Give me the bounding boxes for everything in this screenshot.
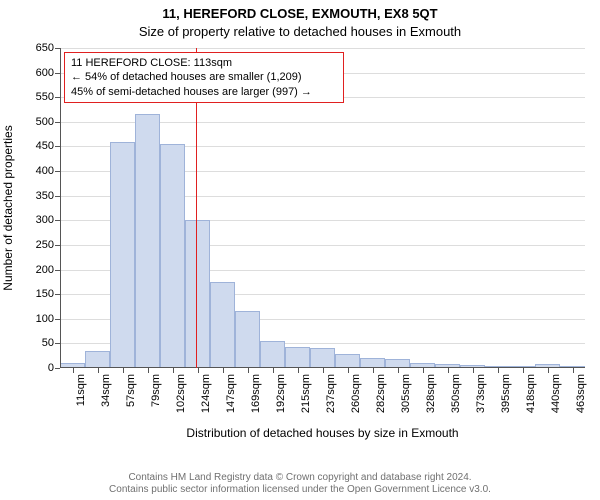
xtick-label: 192sqm (273, 374, 287, 413)
gridline (60, 48, 585, 49)
xtick-label: 79sqm (148, 374, 162, 407)
xtick-mark (498, 368, 499, 373)
xtick-label: 305sqm (398, 374, 412, 413)
xtick-mark (73, 368, 74, 373)
chart-container: 11, HEREFORD CLOSE, EXMOUTH, EX8 5QT Siz… (0, 0, 600, 500)
xtick-mark (323, 368, 324, 373)
footer-line: Contains public sector information licen… (0, 484, 600, 496)
ytick-label: 550 (36, 91, 60, 103)
ytick-label: 650 (36, 42, 60, 54)
xtick-label: 215sqm (298, 374, 312, 413)
ytick-label: 200 (36, 264, 60, 276)
xtick-mark (173, 368, 174, 373)
xtick-mark (123, 368, 124, 373)
xtick-mark (448, 368, 449, 373)
footer-line: Contains HM Land Registry data © Crown c… (0, 472, 600, 484)
xtick-label: 373sqm (473, 374, 487, 413)
ytick-label: 500 (36, 116, 60, 128)
y-axis-line (60, 48, 61, 368)
xtick-mark (348, 368, 349, 373)
histogram-bar (85, 351, 110, 368)
xtick-mark (273, 368, 274, 373)
xtick-mark (548, 368, 549, 373)
xtick-label: 328sqm (423, 374, 437, 413)
xtick-label: 11sqm (73, 374, 87, 406)
xtick-label: 147sqm (223, 374, 237, 413)
xtick-mark (298, 368, 299, 373)
xtick-label: 169sqm (248, 374, 262, 413)
footer-attribution: Contains HM Land Registry data © Crown c… (0, 472, 600, 496)
annotation-line: ← 54% of detached houses are smaller (1,… (71, 70, 337, 84)
xtick-mark (148, 368, 149, 373)
histogram-bar (285, 347, 310, 368)
xtick-label: 260sqm (348, 374, 362, 413)
xtick-mark (223, 368, 224, 373)
ytick-label: 350 (36, 190, 60, 202)
histogram-bar (160, 144, 185, 368)
xtick-mark (248, 368, 249, 373)
ytick-label: 300 (36, 214, 60, 226)
xtick-mark (473, 368, 474, 373)
xtick-mark (398, 368, 399, 373)
xtick-label: 282sqm (373, 374, 387, 413)
ytick-label: 250 (36, 239, 60, 251)
xtick-label: 350sqm (448, 374, 462, 413)
xtick-label: 124sqm (198, 374, 212, 413)
xtick-mark (198, 368, 199, 373)
xtick-label: 395sqm (498, 374, 512, 413)
xtick-label: 57sqm (123, 374, 137, 407)
x-axis-label: Distribution of detached houses by size … (60, 426, 585, 440)
chart-title-desc: Size of property relative to detached ho… (0, 22, 600, 40)
xtick-label: 463sqm (573, 374, 587, 413)
y-axis-label: Number of detached properties (1, 125, 15, 290)
ytick-label: 600 (36, 67, 60, 79)
xtick-label: 440sqm (548, 374, 562, 413)
xtick-label: 34sqm (98, 374, 112, 407)
xtick-label: 237sqm (323, 374, 337, 413)
histogram-bar (260, 341, 285, 368)
ytick-label: 100 (36, 313, 60, 325)
histogram-bar (335, 354, 360, 368)
histogram-bar (135, 114, 160, 368)
histogram-bar (110, 142, 135, 368)
x-axis-line (60, 367, 585, 368)
xtick-mark (423, 368, 424, 373)
xtick-mark (573, 368, 574, 373)
xtick-mark (373, 368, 374, 373)
histogram-bar (235, 311, 260, 368)
annotation-box: 11 HEREFORD CLOSE: 113sqm ← 54% of detac… (64, 52, 344, 103)
ytick-label: 0 (48, 362, 60, 374)
annotation-line: 45% of semi-detached houses are larger (… (71, 85, 337, 99)
xtick-mark (98, 368, 99, 373)
ytick-label: 50 (42, 337, 60, 349)
histogram-bar (185, 220, 210, 368)
chart-title-address: 11, HEREFORD CLOSE, EXMOUTH, EX8 5QT (0, 0, 600, 22)
histogram-bar (310, 348, 335, 368)
xtick-label: 102sqm (173, 374, 187, 413)
ytick-label: 450 (36, 140, 60, 152)
xtick-label: 418sqm (523, 374, 537, 413)
xtick-mark (523, 368, 524, 373)
ytick-label: 400 (36, 165, 60, 177)
annotation-line: 11 HEREFORD CLOSE: 113sqm (71, 56, 337, 70)
histogram-bar (210, 282, 235, 368)
ytick-label: 150 (36, 288, 60, 300)
